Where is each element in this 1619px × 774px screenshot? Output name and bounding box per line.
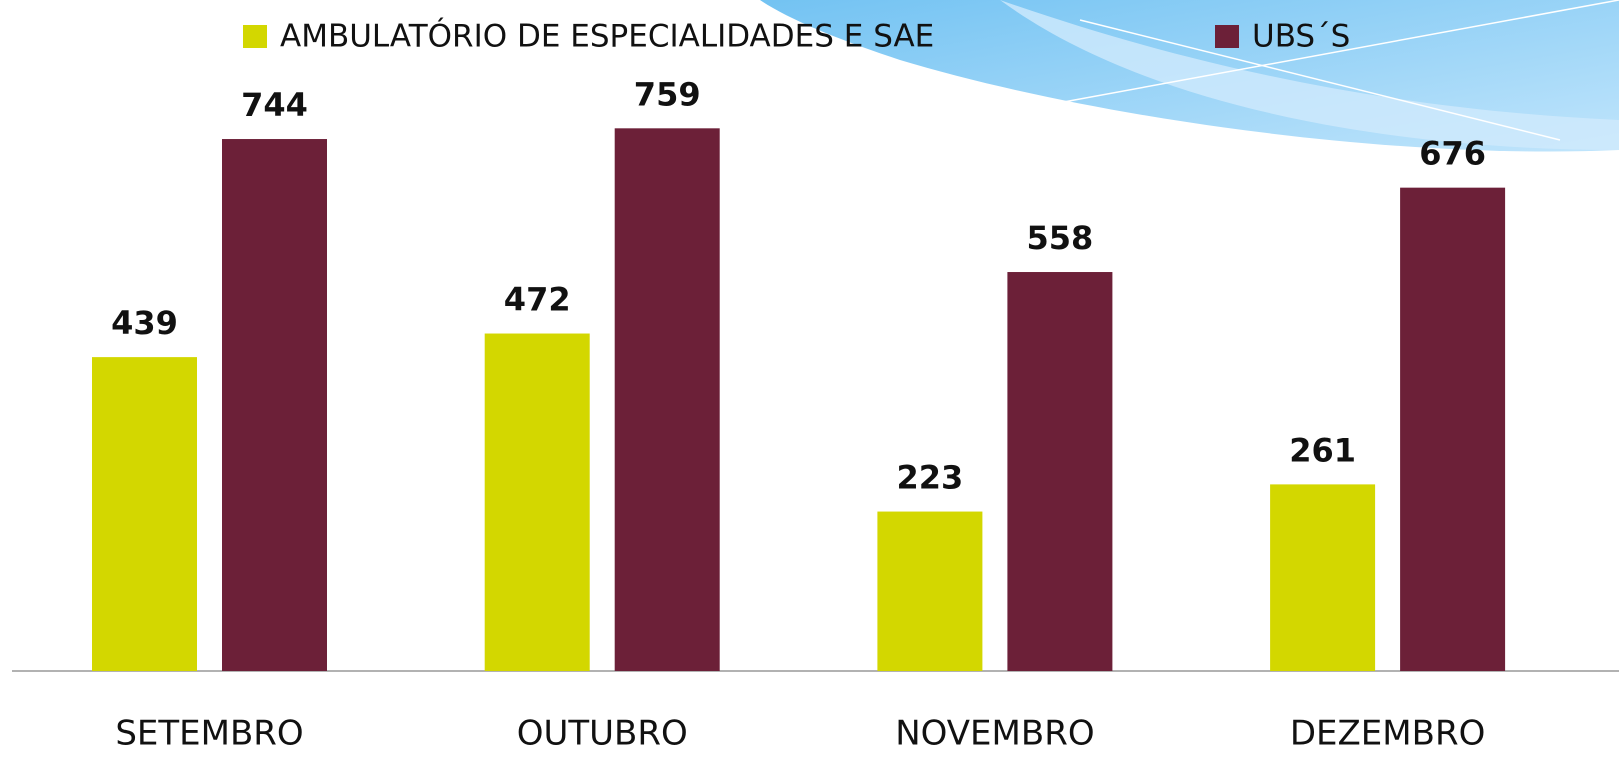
legend-swatch xyxy=(243,25,267,48)
value-label: 223 xyxy=(897,459,964,497)
bar xyxy=(1007,272,1112,671)
value-label: 759 xyxy=(634,75,701,113)
legend-label: AMBULATÓRIO DE ESPECIALIDADES E SAE xyxy=(280,18,934,55)
bar xyxy=(222,139,327,671)
value-label: 676 xyxy=(1419,135,1486,173)
value-label: 439 xyxy=(111,304,178,342)
bar xyxy=(1270,484,1375,671)
x-tick-label: NOVEMBRO xyxy=(895,714,1094,754)
chart: AMBULATÓRIO DE ESPECIALIDADES E SAE UBS´S… xyxy=(0,0,1619,774)
value-label: 472 xyxy=(504,281,571,319)
x-tick-label: DEZEMBRO xyxy=(1290,714,1485,754)
legend-label: UBS´S xyxy=(1252,19,1350,55)
bar xyxy=(615,128,720,671)
x-tick-label: SETEMBRO xyxy=(115,714,303,754)
bar xyxy=(92,357,197,671)
bar xyxy=(877,512,982,671)
value-label: 744 xyxy=(241,86,308,124)
value-label: 558 xyxy=(1027,219,1094,257)
bar xyxy=(485,334,590,671)
x-tick-label: OUTUBRO xyxy=(517,714,688,754)
legend-swatch xyxy=(1215,25,1239,48)
bar xyxy=(1400,188,1505,671)
value-label: 261 xyxy=(1289,431,1356,469)
